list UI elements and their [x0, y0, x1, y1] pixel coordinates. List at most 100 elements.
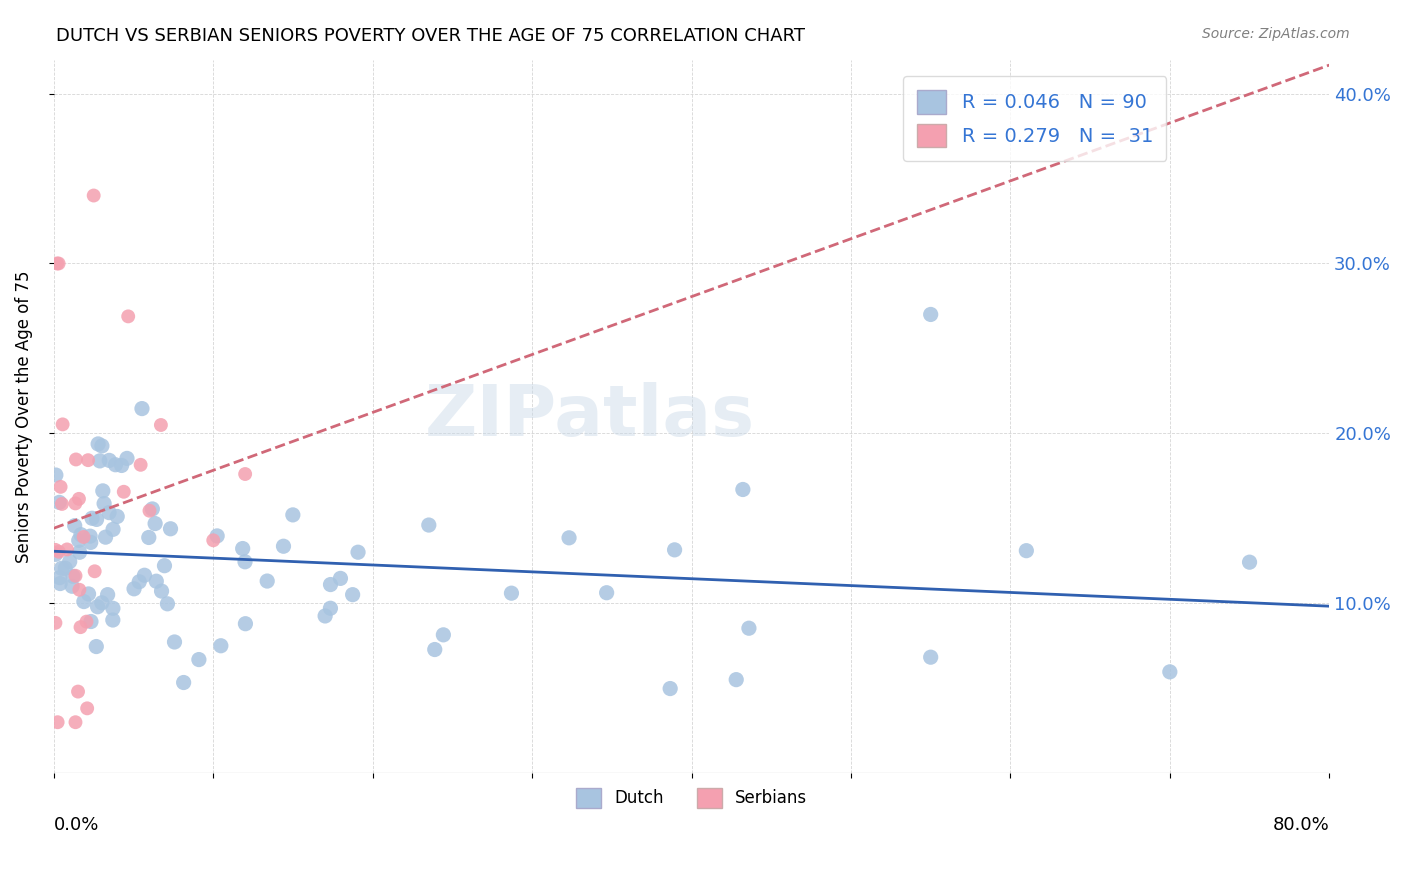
- Dutch: [98, 453, 121, 467]
- Dutch: [235, 616, 257, 631]
- Dutch: [69, 545, 91, 559]
- Serbians: [77, 453, 100, 467]
- Serbians: [48, 256, 70, 270]
- Dutch: [80, 535, 103, 549]
- Serbians: [65, 452, 87, 467]
- Dutch: [920, 308, 942, 322]
- Dutch: [59, 555, 82, 569]
- Dutch: [60, 579, 83, 593]
- Dutch: [281, 508, 304, 522]
- Dutch: [128, 574, 150, 589]
- Serbians: [76, 701, 98, 715]
- Dutch: [45, 468, 67, 483]
- Dutch: [159, 522, 181, 536]
- Serbians: [51, 497, 73, 511]
- Dutch: [501, 586, 523, 600]
- Dutch: [98, 506, 121, 520]
- Text: 0.0%: 0.0%: [53, 816, 100, 834]
- Serbians: [48, 545, 70, 559]
- Dutch: [173, 675, 195, 690]
- Dutch: [63, 518, 86, 533]
- Dutch: [731, 483, 754, 497]
- Dutch: [86, 512, 108, 526]
- Serbians: [72, 530, 94, 544]
- Serbians: [44, 542, 66, 557]
- Dutch: [131, 401, 153, 416]
- Serbians: [65, 496, 87, 510]
- Dutch: [80, 615, 103, 629]
- Dutch: [738, 621, 761, 635]
- Dutch: [1239, 555, 1261, 569]
- Dutch: [156, 597, 179, 611]
- Serbians: [149, 417, 172, 432]
- Serbians: [65, 568, 87, 582]
- Serbians: [138, 504, 160, 518]
- Dutch: [432, 628, 454, 642]
- Serbians: [67, 684, 90, 698]
- Dutch: [319, 577, 342, 591]
- Dutch: [347, 545, 370, 559]
- Dutch: [342, 588, 364, 602]
- Dutch: [115, 451, 138, 466]
- Dutch: [150, 584, 173, 599]
- Dutch: [418, 518, 440, 533]
- Dutch: [659, 681, 682, 696]
- Dutch: [920, 650, 942, 665]
- Dutch: [558, 531, 581, 545]
- Dutch: [49, 571, 72, 585]
- Dutch: [90, 439, 112, 453]
- Text: ZIPatlas: ZIPatlas: [425, 382, 755, 450]
- Serbians: [83, 564, 105, 578]
- Serbians: [67, 491, 90, 506]
- Dutch: [53, 561, 76, 575]
- Serbians: [233, 467, 256, 481]
- Serbians: [69, 620, 91, 634]
- Serbians: [46, 715, 69, 730]
- Dutch: [93, 497, 115, 511]
- Serbians: [83, 188, 105, 202]
- Serbians: [129, 458, 152, 472]
- Dutch: [319, 601, 342, 615]
- Dutch: [77, 587, 100, 601]
- Dutch: [94, 530, 117, 544]
- Dutch: [105, 509, 128, 524]
- Text: DUTCH VS SERBIAN SENIORS POVERTY OVER THE AGE OF 75 CORRELATION CHART: DUTCH VS SERBIAN SENIORS POVERTY OVER TH…: [56, 27, 806, 45]
- Serbians: [49, 480, 72, 494]
- Dutch: [205, 529, 228, 543]
- Dutch: [101, 601, 124, 615]
- Dutch: [595, 585, 617, 599]
- Dutch: [232, 541, 254, 556]
- Dutch: [101, 522, 124, 536]
- Dutch: [187, 652, 209, 666]
- Dutch: [87, 437, 110, 451]
- Serbians: [44, 615, 66, 630]
- Legend: Dutch, Serbians: Dutch, Serbians: [569, 781, 814, 814]
- Dutch: [73, 594, 96, 608]
- Dutch: [233, 555, 256, 569]
- Dutch: [67, 533, 90, 548]
- Dutch: [86, 599, 108, 614]
- Dutch: [101, 613, 124, 627]
- Dutch: [79, 529, 101, 543]
- Dutch: [84, 640, 107, 654]
- Dutch: [1015, 543, 1038, 558]
- Serbians: [46, 256, 69, 270]
- Dutch: [110, 458, 132, 473]
- Dutch: [138, 531, 160, 545]
- Dutch: [153, 558, 176, 573]
- Dutch: [44, 547, 66, 561]
- Serbians: [202, 533, 225, 548]
- Dutch: [91, 483, 114, 498]
- Dutch: [141, 502, 163, 516]
- Serbians: [56, 542, 79, 557]
- Serbians: [117, 310, 139, 324]
- Serbians: [65, 715, 87, 730]
- Serbians: [76, 615, 98, 629]
- Dutch: [1159, 665, 1181, 679]
- Dutch: [209, 639, 232, 653]
- Dutch: [48, 495, 70, 509]
- Y-axis label: Seniors Poverty Over the Age of 75: Seniors Poverty Over the Age of 75: [15, 270, 32, 563]
- Dutch: [725, 673, 748, 687]
- Text: 80.0%: 80.0%: [1272, 816, 1329, 834]
- Dutch: [256, 574, 278, 588]
